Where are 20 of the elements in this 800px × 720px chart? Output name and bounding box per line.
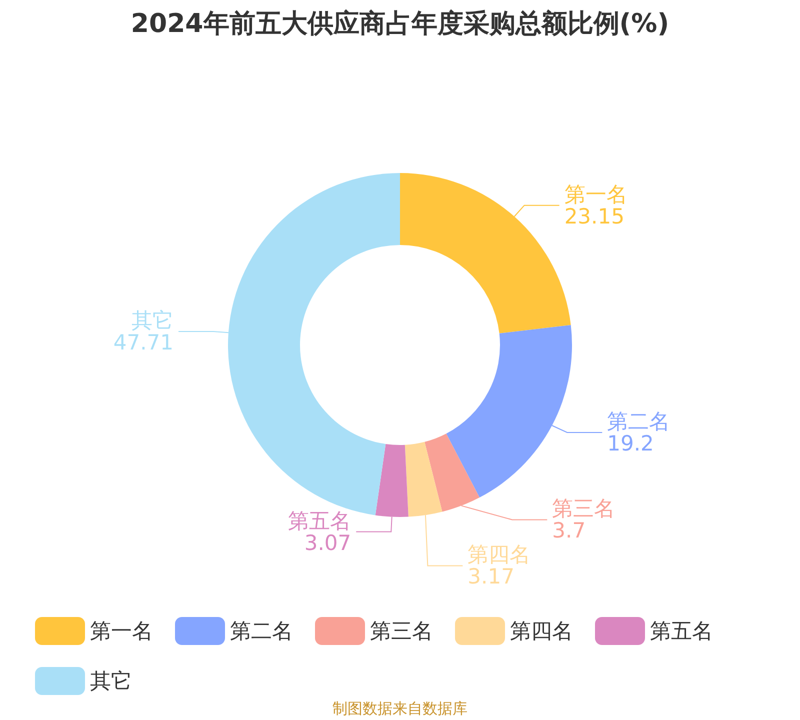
data-label: 19.2 <box>607 432 654 456</box>
slice-label: 第一名 <box>564 182 628 206</box>
slice-label: 其它 <box>131 308 174 333</box>
data-label: 23.15 <box>564 204 624 228</box>
slice-label: 第五名 <box>288 508 352 533</box>
chart-title: 2024年前五大供应商占年度采购总额比例(%) <box>130 9 670 39</box>
legend-label: 第一名 <box>90 619 153 643</box>
slice-label: 第四名 <box>468 542 531 567</box>
slice-label: 第三名 <box>552 496 616 521</box>
data-label: 3.07 <box>304 530 352 555</box>
legend-label: 其它 <box>90 669 132 693</box>
legend-label: 第五名 <box>650 619 713 643</box>
legend-label: 第三名 <box>370 619 433 643</box>
data-label: 47.71 <box>113 330 174 355</box>
legend-label: 第四名 <box>510 619 573 643</box>
data-label: 3.17 <box>468 564 514 589</box>
data-label: 3.7 <box>552 518 586 543</box>
legend-label: 第二名 <box>230 619 293 643</box>
text: 制图数据来自数据库 <box>332 700 468 718</box>
slice-label: 第二名 <box>607 410 670 434</box>
